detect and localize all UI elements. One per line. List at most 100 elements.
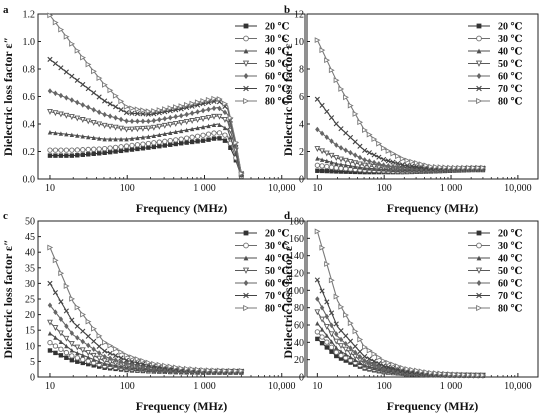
data-point bbox=[314, 146, 321, 152]
data-point bbox=[385, 359, 392, 366]
y-tick-label: 40 bbox=[294, 338, 304, 349]
x-axis-title: Frequency (MHz) bbox=[136, 399, 227, 413]
data-point bbox=[47, 153, 53, 158]
data-point bbox=[217, 105, 222, 112]
data-point bbox=[338, 303, 345, 310]
x-tick-label: 100 bbox=[377, 183, 392, 194]
legend-marker bbox=[243, 280, 249, 286]
series-7 bbox=[47, 244, 245, 374]
legend-label: 50 ℃ bbox=[265, 266, 290, 277]
data-point bbox=[168, 130, 173, 136]
series-line bbox=[49, 247, 242, 372]
data-point bbox=[206, 106, 211, 113]
data-point bbox=[461, 371, 468, 378]
y-tick-label: 140 bbox=[289, 251, 304, 262]
data-point bbox=[205, 115, 212, 121]
data-point bbox=[381, 162, 386, 168]
x-tick-label: 1 000 bbox=[193, 183, 216, 194]
y-tick-label: 0.0 bbox=[23, 175, 36, 186]
data-point bbox=[380, 156, 387, 163]
data-point bbox=[57, 330, 64, 337]
y-tick-label: 0 bbox=[299, 373, 304, 384]
data-point bbox=[146, 364, 151, 371]
data-point bbox=[107, 149, 113, 155]
legend-marker bbox=[243, 35, 249, 42]
data-point bbox=[118, 148, 124, 154]
y-tick-label: 1.2 bbox=[23, 10, 36, 21]
data-point bbox=[466, 164, 472, 171]
data-point bbox=[96, 136, 102, 141]
data-point bbox=[222, 132, 228, 138]
legend-label: 50 ℃ bbox=[498, 59, 523, 70]
data-point bbox=[228, 135, 233, 140]
legend-label: 80 ℃ bbox=[265, 97, 290, 108]
data-point bbox=[195, 125, 200, 131]
data-point bbox=[63, 283, 70, 289]
data-point bbox=[69, 357, 75, 363]
data-point bbox=[329, 160, 334, 165]
x-tick-label: 10,000 bbox=[504, 381, 532, 392]
data-point bbox=[338, 162, 344, 167]
legend-marker bbox=[476, 304, 483, 312]
data-point bbox=[347, 102, 354, 109]
legend-label: 50 ℃ bbox=[265, 59, 290, 70]
data-point bbox=[168, 366, 173, 373]
series-7 bbox=[47, 12, 245, 177]
data-point bbox=[338, 343, 344, 350]
data-point bbox=[324, 313, 330, 320]
data-point bbox=[194, 366, 201, 373]
series-line bbox=[316, 279, 483, 376]
x-tick-label: 10,000 bbox=[504, 183, 532, 194]
data-point bbox=[124, 148, 129, 153]
x-tick-label: 1 000 bbox=[193, 381, 216, 392]
data-point bbox=[173, 113, 178, 120]
y-tick-label: 2 bbox=[299, 147, 304, 158]
legend-marker bbox=[243, 73, 249, 79]
data-point bbox=[47, 340, 53, 346]
data-point bbox=[395, 363, 401, 370]
data-point bbox=[129, 105, 136, 112]
data-point bbox=[342, 157, 349, 164]
panel-label: d bbox=[284, 210, 290, 222]
data-point bbox=[167, 105, 174, 112]
data-point bbox=[414, 160, 420, 166]
data-point bbox=[91, 151, 96, 156]
data-point bbox=[338, 352, 344, 359]
data-point bbox=[348, 163, 353, 169]
data-point bbox=[189, 126, 195, 132]
data-point bbox=[85, 358, 91, 364]
data-point bbox=[102, 353, 107, 360]
data-point bbox=[428, 369, 435, 376]
data-point bbox=[324, 345, 330, 350]
data-point bbox=[395, 367, 400, 374]
legend-label: 70 ℃ bbox=[498, 84, 523, 95]
data-point bbox=[85, 118, 92, 125]
x-tick-label: 10 bbox=[312, 183, 322, 194]
data-point bbox=[200, 116, 206, 122]
data-point bbox=[162, 106, 169, 112]
data-point bbox=[102, 111, 107, 118]
data-point bbox=[343, 352, 348, 357]
data-point bbox=[395, 153, 401, 160]
data-point bbox=[173, 129, 178, 135]
data-point bbox=[157, 116, 162, 123]
data-point bbox=[96, 151, 102, 156]
legend-marker bbox=[243, 23, 249, 29]
x-tick-label: 100 bbox=[120, 183, 135, 194]
legend-marker bbox=[476, 242, 482, 249]
data-point bbox=[58, 299, 64, 305]
data-point bbox=[324, 339, 330, 345]
data-point bbox=[442, 164, 449, 171]
data-point bbox=[52, 147, 59, 153]
data-point bbox=[151, 108, 158, 114]
data-point bbox=[96, 332, 103, 339]
legend-marker bbox=[476, 73, 482, 79]
data-point bbox=[69, 147, 75, 153]
data-point bbox=[96, 350, 102, 356]
data-point bbox=[63, 147, 70, 153]
data-point bbox=[140, 141, 146, 147]
data-point bbox=[69, 295, 76, 302]
data-point bbox=[91, 68, 97, 75]
legend-marker bbox=[242, 60, 250, 67]
legend-marker bbox=[243, 85, 249, 92]
